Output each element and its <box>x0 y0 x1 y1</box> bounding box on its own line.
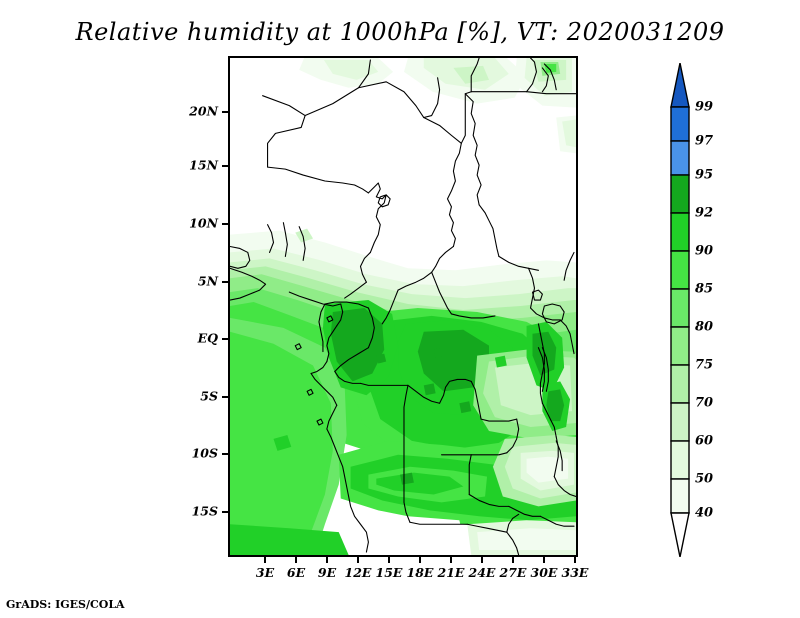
colorbar-label-80: 80 <box>695 319 714 335</box>
ytick-mark <box>222 111 228 113</box>
colorbar-label-60: 60 <box>695 433 714 449</box>
colorbar-label-70: 70 <box>695 395 714 411</box>
xtick-label-15e: 15E <box>375 565 403 580</box>
colorbar-label-97: 97 <box>695 133 714 149</box>
xtick-label-27e: 27E <box>499 565 527 580</box>
xtick-mark <box>543 557 545 563</box>
xtick-mark <box>357 557 359 563</box>
ytick-label-15s: 15S <box>191 503 218 519</box>
colorbar-label-95: 95 <box>695 167 714 183</box>
chart-title: Relative humidity at 1000hPa [%], VT: 20… <box>75 18 725 46</box>
colorbar-under-arrow <box>670 512 690 557</box>
xtick-label-6e: 6E <box>286 565 306 580</box>
colorbar-label-90: 90 <box>695 243 714 259</box>
ytick-mark <box>222 223 228 225</box>
colorbar-label-75: 75 <box>695 357 714 373</box>
xtick-label-18e: 18E <box>406 565 434 580</box>
ytick-label-5s: 5S <box>200 388 218 404</box>
xtick-label-3e: 3E <box>255 565 275 580</box>
colorbar-label-99: 99 <box>695 99 714 115</box>
xtick-mark <box>419 557 421 563</box>
colorbar-label-50: 50 <box>695 471 714 487</box>
ytick-mark <box>222 511 228 513</box>
humidity-heatmap <box>230 58 576 555</box>
xtick-label-30e: 30E <box>530 565 558 580</box>
ytick-label-5n: 5N <box>197 273 218 289</box>
xtick-label-12e: 12E <box>344 565 372 580</box>
xtick-label-24e: 24E <box>468 565 496 580</box>
xtick-mark <box>326 557 328 563</box>
map-plot-area <box>228 56 578 557</box>
xtick-mark <box>450 557 452 563</box>
colorbar-svg <box>670 63 690 557</box>
ytick-label-20n: 20N <box>189 103 218 119</box>
xtick-mark <box>512 557 514 563</box>
xtick-label-33e: 33E <box>561 565 589 580</box>
colorbar-label-92: 92 <box>695 205 714 221</box>
xtick-mark <box>264 557 266 563</box>
xtick-mark <box>295 557 297 563</box>
colorbar-over-arrow <box>670 63 690 108</box>
colorbar-label-40: 40 <box>695 505 714 521</box>
colorbar <box>670 63 690 557</box>
ytick-label-eq: EQ <box>197 330 218 346</box>
xtick-mark <box>574 557 576 563</box>
ytick-mark <box>222 281 228 283</box>
attribution-text: GrADS: IGES/COLA <box>6 598 125 611</box>
xtick-label-9e: 9E <box>317 565 337 580</box>
xtick-mark <box>481 557 483 563</box>
ytick-mark <box>222 396 228 398</box>
xtick-label-21e: 21E <box>437 565 465 580</box>
ytick-mark <box>222 338 228 340</box>
colorbar-label-85: 85 <box>695 281 714 297</box>
ytick-label-10n: 10N <box>189 215 218 231</box>
xtick-mark <box>388 557 390 563</box>
ytick-label-15n: 15N <box>189 157 218 173</box>
ytick-mark <box>222 165 228 167</box>
ytick-label-10s: 10S <box>191 445 218 461</box>
ytick-mark <box>222 453 228 455</box>
